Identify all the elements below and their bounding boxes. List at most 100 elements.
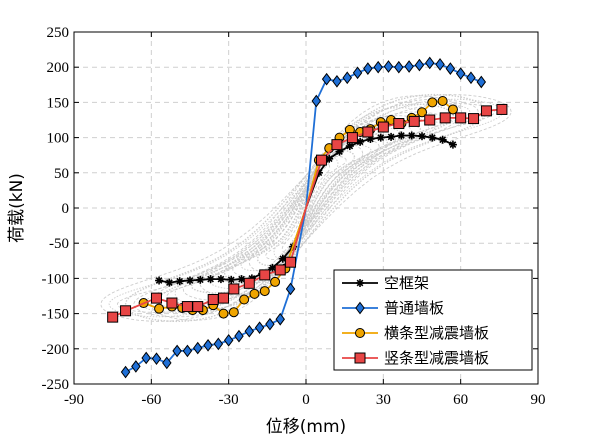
data-point <box>162 356 172 370</box>
series-1 <box>120 56 487 379</box>
data-point <box>182 344 193 358</box>
data-point <box>181 301 193 313</box>
data-point <box>206 275 215 284</box>
data-point <box>476 75 487 89</box>
data-point <box>383 60 394 73</box>
x-tick-label: 90 <box>531 392 546 408</box>
data-point <box>407 131 416 140</box>
data-point <box>480 105 492 117</box>
ticks <box>73 31 539 385</box>
data-point <box>377 121 389 133</box>
data-point <box>259 286 270 297</box>
data-point <box>228 283 240 295</box>
data-point <box>254 321 265 335</box>
y-tick-label: -100 <box>42 271 70 287</box>
data-point <box>438 135 447 144</box>
legend-marker <box>355 328 365 338</box>
y-tick-label: 250 <box>47 25 70 41</box>
data-point <box>345 142 354 151</box>
data-point <box>428 133 437 142</box>
hysteresis-loop <box>240 144 372 272</box>
x-tick-label: 0 <box>302 392 310 408</box>
y-tick-label: 50 <box>54 166 69 182</box>
data-point <box>196 275 205 284</box>
data-point <box>352 66 363 80</box>
hysteresis-loop <box>273 155 339 261</box>
data-point <box>270 276 281 287</box>
data-point <box>331 139 343 151</box>
data-point <box>243 277 255 289</box>
data-point <box>427 97 438 108</box>
data-point <box>150 292 162 304</box>
x-axis-label: 位移(mm) <box>266 417 346 437</box>
data-point <box>228 307 239 318</box>
data-point <box>155 276 164 285</box>
hysteresis-loop <box>108 98 504 318</box>
data-point <box>151 352 162 365</box>
data-point <box>424 114 436 126</box>
legend-marker <box>354 352 366 364</box>
data-point <box>435 58 445 71</box>
data-point <box>239 294 250 305</box>
hysteresis-loop <box>190 122 422 294</box>
y-tick-label: 200 <box>47 60 70 76</box>
legend-entry: 横条型减震墙板 <box>342 324 489 342</box>
legend-entry: 空框架 <box>342 274 429 292</box>
y-tick-label: -50 <box>49 236 69 252</box>
data-point <box>207 294 219 306</box>
data-point <box>165 278 174 287</box>
data-point <box>186 276 194 285</box>
x-tick-label: -90 <box>64 392 84 408</box>
y-tick-label: -200 <box>42 342 70 358</box>
data-point <box>455 67 466 80</box>
data-point <box>373 60 383 74</box>
data-point <box>259 269 271 281</box>
data-point <box>346 132 358 144</box>
data-point <box>455 112 467 124</box>
data-point <box>218 308 229 319</box>
data-point <box>213 337 224 351</box>
data-point <box>363 62 373 75</box>
hysteresis-loop <box>149 95 463 321</box>
legend-label: 普通墙板 <box>384 299 444 317</box>
x-tick-label: 60 <box>453 392 468 408</box>
data-point <box>192 341 203 355</box>
data-point <box>265 317 275 331</box>
data-point <box>227 275 236 284</box>
data-point <box>166 297 178 309</box>
data-point <box>418 132 426 141</box>
data-point <box>234 329 244 343</box>
data-point <box>356 137 365 146</box>
series-3 <box>107 103 508 323</box>
hysteresis-loop <box>256 149 356 267</box>
data-point <box>408 115 420 127</box>
data-point <box>285 256 297 268</box>
tick-labels: -90 -60 -30 0 30 60 90 250 200 150 100 50 0 -50 -100 -1… <box>42 25 546 408</box>
data-point <box>223 334 234 347</box>
legend-entry: 竖条型减震墙板 <box>342 349 489 367</box>
data-point <box>466 71 476 85</box>
data-point <box>448 140 457 149</box>
data-point <box>120 305 132 317</box>
data-point <box>332 74 342 88</box>
data-point <box>342 71 352 85</box>
data-point <box>447 104 458 115</box>
data-point <box>237 275 246 284</box>
data-point <box>131 360 141 373</box>
hysteresis-loop <box>232 138 380 278</box>
legend-marker <box>356 279 364 287</box>
data-point <box>376 133 385 142</box>
data-point <box>120 365 131 379</box>
data-point <box>203 338 213 352</box>
data-point <box>175 277 184 286</box>
data-point <box>311 94 322 108</box>
data-point <box>445 62 456 75</box>
y-axis-label: 荷载(kN) <box>7 173 27 243</box>
data-point <box>393 118 405 130</box>
x-tick-label: 30 <box>376 392 391 408</box>
data-point <box>154 303 165 314</box>
data-point <box>249 288 260 299</box>
data-point <box>439 112 451 124</box>
